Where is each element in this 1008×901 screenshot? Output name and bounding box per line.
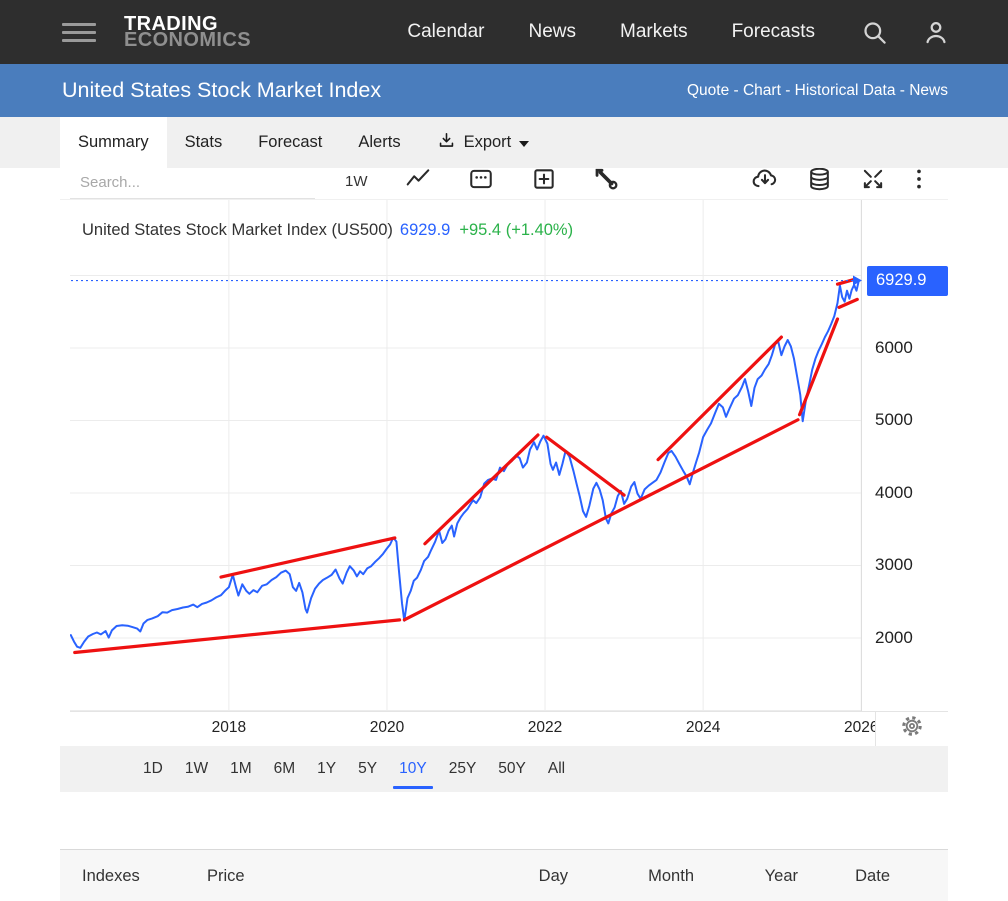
page-title: United States Stock Market Index — [62, 78, 382, 102]
y-axis-label-4000: 4000 — [875, 482, 913, 502]
banner-link-chart[interactable]: Chart — [742, 81, 781, 99]
y-axis-label-6000: 6000 — [875, 337, 913, 357]
range-6m[interactable]: 6M — [273, 760, 296, 777]
data-source-icon[interactable] — [807, 168, 832, 197]
search-input[interactable] — [70, 168, 315, 199]
chart-toolbar: 1W — [60, 168, 948, 199]
chart-change: +95.4 (+1.40%) — [459, 221, 574, 239]
axis-settings-cell — [875, 711, 948, 746]
column-header-year: Year — [764, 866, 798, 885]
export-download-icon — [437, 131, 456, 155]
chart-series-title: United States Stock Market Index (US500) — [82, 221, 393, 239]
top-nav: TRADING ECONOMICS Calendar News Markets For… — [0, 0, 1008, 64]
y-axis-label-3000: 3000 — [875, 555, 913, 575]
page-banner: United States Stock Market Index Quote -… — [0, 64, 1008, 117]
x-axis-label-2018: 2018 — [211, 719, 247, 736]
chart-plot[interactable]: United States Stock Market Index (US500)… — [70, 200, 862, 712]
indexes-table-header: Indexes Price Day Month Year Date — [60, 849, 948, 901]
range-all[interactable]: All — [547, 760, 566, 777]
cloud-download-icon[interactable] — [750, 168, 780, 197]
spacer — [0, 792, 1008, 849]
column-header-price: Price — [207, 866, 245, 885]
range-1d[interactable]: 1D — [143, 760, 163, 777]
x-axis-label-2024: 2024 — [685, 719, 721, 736]
time-axis-labels: 2018 2020 2022 2024 2026 — [70, 711, 875, 746]
x-axis-label-2020: 2020 — [369, 719, 405, 736]
column-header-date: Date — [855, 866, 890, 885]
chart-legend: United States Stock Market Index (US500)… — [82, 221, 573, 240]
more-options-icon[interactable] — [914, 168, 924, 197]
fullscreen-icon[interactable] — [859, 168, 887, 197]
templates-icon[interactable] — [468, 168, 494, 197]
chart-widget: 1W — [60, 168, 948, 792]
nav-link-markets[interactable]: Markets — [620, 21, 688, 42]
tab-alerts[interactable]: Alerts — [358, 133, 401, 151]
tab-bar: Summary Stats Forecast Alerts Export — [0, 117, 1008, 168]
toolbar-left-group: 1W — [345, 168, 620, 197]
tab-forecast[interactable]: Forecast — [258, 133, 323, 151]
nav-links: Calendar News Markets Forecasts — [407, 21, 815, 43]
tab-summary[interactable]: Summary — [60, 117, 167, 168]
banner-link-news[interactable]: News — [909, 81, 948, 99]
range-selector: 1D 1W 1M 6M 1Y 5Y 10Y 25Y 50Y All — [60, 746, 948, 792]
logo[interactable]: TRADING ECONOMICS — [124, 13, 251, 51]
user-icon[interactable] — [922, 19, 950, 46]
range-1m[interactable]: 1M — [230, 760, 252, 777]
export-label: Export — [463, 133, 512, 151]
banner-link-historical-data[interactable]: Historical Data — [794, 81, 896, 99]
symbol-search — [70, 168, 315, 199]
logo-line2: ECONOMICS — [124, 29, 251, 51]
search-icon[interactable] — [861, 19, 888, 46]
column-header-indexes: Indexes — [82, 866, 140, 885]
toolbar-right-group — [750, 168, 924, 197]
range-1y[interactable]: 1Y — [317, 760, 337, 777]
price-chart[interactable] — [70, 200, 862, 712]
x-axis-label-2022: 2022 — [527, 719, 563, 736]
banner-links: Quote - Chart - Historical Data - News — [686, 81, 948, 99]
column-header-month: Month — [648, 866, 694, 885]
range-1w[interactable]: 1W — [184, 760, 209, 777]
chart-last-price: 6929.9 — [399, 221, 451, 239]
nav-icons — [861, 19, 950, 46]
logo-line1: TRADING — [124, 13, 218, 35]
column-header-day: Day — [538, 866, 568, 885]
chart-style-icon[interactable] — [405, 168, 431, 197]
current-price-badge: 6929.9 — [867, 265, 948, 296]
indicators-wrench-icon[interactable] — [594, 168, 620, 197]
y-axis-label-2000: 2000 — [875, 627, 913, 647]
y-axis-label-5000: 5000 — [875, 410, 913, 430]
range-10y[interactable]: 10Y — [388, 746, 438, 792]
menu-icon[interactable] — [62, 18, 96, 47]
time-axis[interactable]: 2018 2020 2022 2024 2026 — [60, 711, 948, 746]
range-5y[interactable]: 5Y — [358, 760, 378, 777]
tabs: Summary Stats Forecast Alerts — [60, 117, 419, 168]
chevron-down-icon — [519, 140, 530, 147]
banner-link-quote[interactable]: Quote — [686, 81, 730, 99]
nav-link-calendar[interactable]: Calendar — [407, 21, 485, 42]
tab-export[interactable]: Export — [419, 117, 548, 168]
nav-link-forecasts[interactable]: Forecasts — [731, 21, 815, 42]
price-axis[interactable]: 6929.9 2000 3000 4000 5000 6000 — [862, 200, 948, 711]
compare-add-icon[interactable] — [531, 168, 557, 197]
tab-stats[interactable]: Stats — [184, 133, 223, 151]
range-25y[interactable]: 25Y — [448, 760, 477, 777]
settings-gear-icon[interactable] — [900, 714, 924, 743]
interval-button[interactable]: 1W — [345, 172, 368, 190]
chart-area: United States Stock Market Index (US500)… — [60, 199, 948, 712]
x-axis-label-2026: 2026 — [843, 719, 875, 736]
range-50y[interactable]: 50Y — [498, 760, 526, 777]
nav-link-news[interactable]: News — [528, 21, 576, 42]
